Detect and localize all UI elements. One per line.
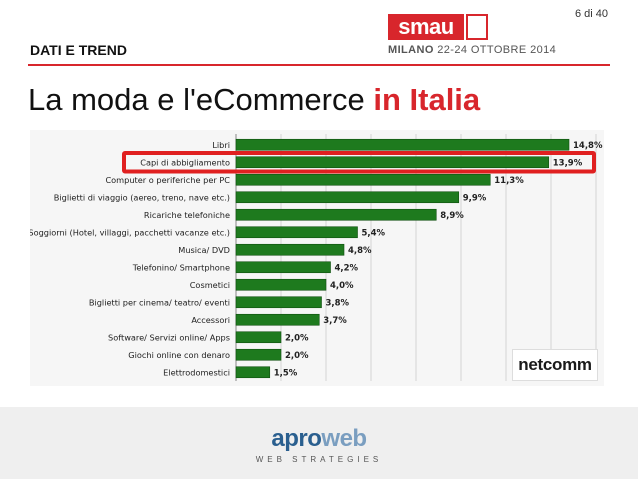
value-label: 9,9%	[463, 193, 487, 203]
highlight-box	[122, 151, 596, 174]
value-label: 4,8%	[348, 246, 372, 256]
aproweb-tagline: WEB STRATEGIES	[255, 455, 383, 464]
bar	[235, 173, 491, 186]
bar	[235, 243, 345, 256]
aproweb-logo-main: apro	[271, 425, 322, 452]
page-number: 6 di 40	[574, 8, 608, 20]
value-label: 3,7%	[323, 316, 347, 326]
value-label: 13,9%	[553, 158, 583, 168]
bar	[235, 296, 322, 309]
chart-container: Libri 14,8% Capi di abbigliamento 13,9% Comp…	[28, 130, 604, 386]
value-label: 5,4%	[362, 228, 386, 238]
bar	[235, 191, 460, 204]
bar	[235, 348, 282, 361]
category-label: Biglietti di viaggio (aereo, treno, nave…	[54, 192, 230, 202]
category-label: Cosmetici	[190, 280, 230, 290]
category-label: Biglietti per cinema/ teatro/ eventi	[89, 297, 230, 307]
value-label: 2,0%	[285, 351, 309, 361]
category-label: Telefonino/ Smartphone	[132, 262, 230, 272]
header-rule	[28, 64, 610, 66]
value-label: 4,2%	[335, 263, 359, 273]
value-label: 4,0%	[330, 281, 354, 291]
category-label: Soggiorni (Hotel, villaggi, pacchetti va…	[30, 227, 230, 237]
aproweb-logo: aproweb WEB STRATEGIES	[0, 425, 638, 464]
event-info: MILANO 22-24 OTTOBRE 2014	[388, 44, 556, 56]
category-label: Capi di abbigliamento	[140, 157, 230, 167]
value-label: 2,0%	[285, 333, 309, 343]
footer: aproweb WEB STRATEGIES	[0, 407, 638, 479]
value-label: 3,8%	[326, 298, 350, 308]
value-label: 8,9%	[440, 211, 464, 221]
aproweb-logo-text: aproweb	[0, 425, 638, 453]
category-label: Elettrodomestici	[163, 367, 230, 377]
chart-background	[30, 130, 604, 386]
smau-logo: smau	[388, 14, 488, 40]
netcomm-logo-text: netcomm	[518, 355, 592, 374]
section-title: DATI E TREND	[30, 42, 127, 58]
category-label: Ricariche telefoniche	[144, 210, 230, 220]
value-label: 11,3%	[494, 176, 524, 186]
smau-logo-box	[466, 14, 488, 40]
bar	[235, 226, 358, 239]
category-label: Musica/ DVD	[178, 245, 230, 255]
bar	[235, 278, 327, 291]
category-label: Software/ Servizi online/ Apps	[108, 332, 230, 342]
bar	[235, 138, 570, 151]
page-title: La moda e l'eCommerce in Italia	[28, 82, 480, 118]
event-city: MILANO	[388, 44, 434, 56]
event-dates: 22-24 OTTOBRE 2014	[437, 44, 557, 56]
title-accent: in Italia	[373, 82, 481, 117]
category-label: Libri	[212, 140, 230, 150]
bar	[235, 208, 437, 221]
value-label: 1,5%	[274, 368, 298, 378]
bar-chart: Libri 14,8% Capi di abbigliamento 13,9% Comp…	[28, 130, 604, 386]
bar	[235, 313, 320, 326]
smau-logo-text: smau	[388, 14, 464, 40]
value-label: 14,8%	[573, 141, 603, 151]
bar	[235, 261, 331, 274]
category-label: Accessori	[191, 315, 230, 325]
netcomm-logo: netcomm	[512, 349, 598, 381]
bar	[235, 156, 550, 169]
aproweb-logo-accent: web	[321, 425, 367, 452]
category-label: Computer o periferiche per PC	[105, 175, 230, 185]
bar	[235, 366, 271, 379]
bar	[235, 331, 282, 344]
category-label: Giochi online con denaro	[128, 350, 230, 360]
title-main: La moda e l'eCommerce	[28, 82, 365, 117]
